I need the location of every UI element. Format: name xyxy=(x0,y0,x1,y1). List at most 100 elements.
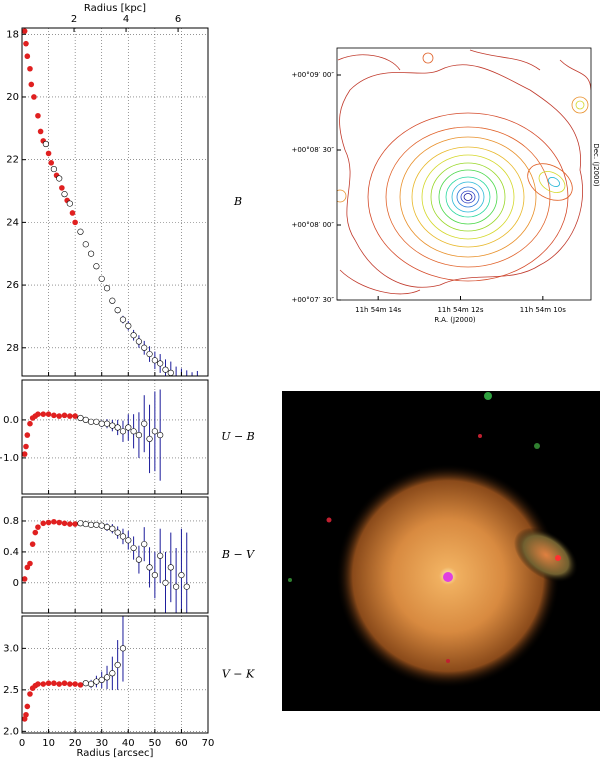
point xyxy=(189,386,195,392)
point xyxy=(167,564,174,571)
y-tick-label: 18 xyxy=(6,29,19,40)
axes-frame xyxy=(21,615,209,734)
point xyxy=(72,413,78,419)
contour-map xyxy=(337,49,591,295)
point xyxy=(173,583,180,590)
point xyxy=(77,228,84,235)
panel-label: B − V xyxy=(221,548,255,561)
x-tick-label: 40 xyxy=(122,738,135,749)
point xyxy=(40,681,47,687)
point xyxy=(173,376,179,382)
point xyxy=(114,661,121,669)
y-tick-label: 28 xyxy=(6,343,19,354)
point xyxy=(51,680,57,687)
point xyxy=(87,418,95,425)
point xyxy=(40,520,47,527)
point xyxy=(37,128,44,135)
panel-label: V − K xyxy=(222,668,255,681)
point xyxy=(130,544,137,552)
point xyxy=(82,520,89,528)
point xyxy=(27,420,33,427)
point xyxy=(141,344,148,351)
point xyxy=(146,435,153,443)
point xyxy=(22,451,28,457)
point xyxy=(29,541,36,547)
point xyxy=(93,263,100,270)
point xyxy=(93,521,100,528)
point xyxy=(23,40,29,47)
point xyxy=(184,383,190,389)
y-tick-label: 22 xyxy=(6,155,19,166)
point xyxy=(135,432,143,439)
point xyxy=(56,413,62,419)
y-tick-label: 3.0 xyxy=(3,643,19,654)
point xyxy=(61,520,68,527)
y-tick-label: 0 xyxy=(13,578,19,589)
x-axis-label: R.A. (J2000) xyxy=(434,316,476,324)
point xyxy=(35,524,41,530)
point xyxy=(61,412,68,419)
point xyxy=(45,680,52,687)
x-axis-label: Radius [arcsec] xyxy=(77,748,154,759)
point xyxy=(119,428,127,435)
point xyxy=(27,560,33,567)
point xyxy=(87,250,95,257)
point xyxy=(28,81,35,88)
axes-frame xyxy=(21,27,209,377)
x-tick-label: 11h 54m 12s xyxy=(437,306,483,314)
x-tick-label: 30 xyxy=(95,738,108,749)
point xyxy=(119,645,127,652)
y-tick-label: 0.0 xyxy=(3,415,19,426)
y-tick-label: +00°09′ 00″ xyxy=(291,71,334,79)
x-tick-label: 20 xyxy=(69,738,82,749)
y-tick-label: 26 xyxy=(6,280,19,291)
point xyxy=(22,28,28,34)
galaxy-image xyxy=(282,391,600,711)
point xyxy=(109,297,116,304)
point xyxy=(135,338,143,345)
point xyxy=(27,65,33,72)
point xyxy=(114,307,121,314)
point xyxy=(24,703,31,710)
x-tick-label: 60 xyxy=(175,738,188,749)
plot-area xyxy=(22,616,208,733)
y-tick-label: 24 xyxy=(6,217,19,228)
point xyxy=(51,518,57,525)
point xyxy=(77,682,84,688)
point xyxy=(151,428,158,435)
point xyxy=(48,160,55,166)
panel-label: B xyxy=(233,195,242,208)
x-tick-label: 11h 54m 14s xyxy=(355,306,401,314)
point xyxy=(42,140,50,148)
point xyxy=(61,680,68,687)
point xyxy=(27,691,33,697)
point xyxy=(69,210,76,216)
point xyxy=(103,285,111,292)
point xyxy=(157,360,164,367)
plot-area xyxy=(22,497,208,613)
point xyxy=(72,521,78,527)
point xyxy=(23,443,29,450)
point xyxy=(167,369,174,376)
x2-tick-label: 4 xyxy=(123,14,129,25)
point xyxy=(67,681,73,687)
x2-tick-label: 2 xyxy=(71,14,77,25)
y-tick-label: +00°08′ 00″ xyxy=(291,221,334,229)
point xyxy=(35,411,41,418)
point xyxy=(23,711,29,718)
axes-frame xyxy=(336,47,592,301)
point xyxy=(146,564,153,571)
y-tick-label: 0.8 xyxy=(3,516,19,527)
y-tick-label: −1.0 xyxy=(0,453,19,464)
point xyxy=(93,418,100,425)
point xyxy=(67,413,73,419)
point xyxy=(24,53,31,60)
point xyxy=(162,366,169,373)
point xyxy=(109,422,116,429)
y-tick-label: 2.0 xyxy=(3,726,19,737)
point xyxy=(151,572,158,579)
point xyxy=(125,537,132,544)
point xyxy=(178,572,185,579)
axes-frame xyxy=(21,379,209,495)
